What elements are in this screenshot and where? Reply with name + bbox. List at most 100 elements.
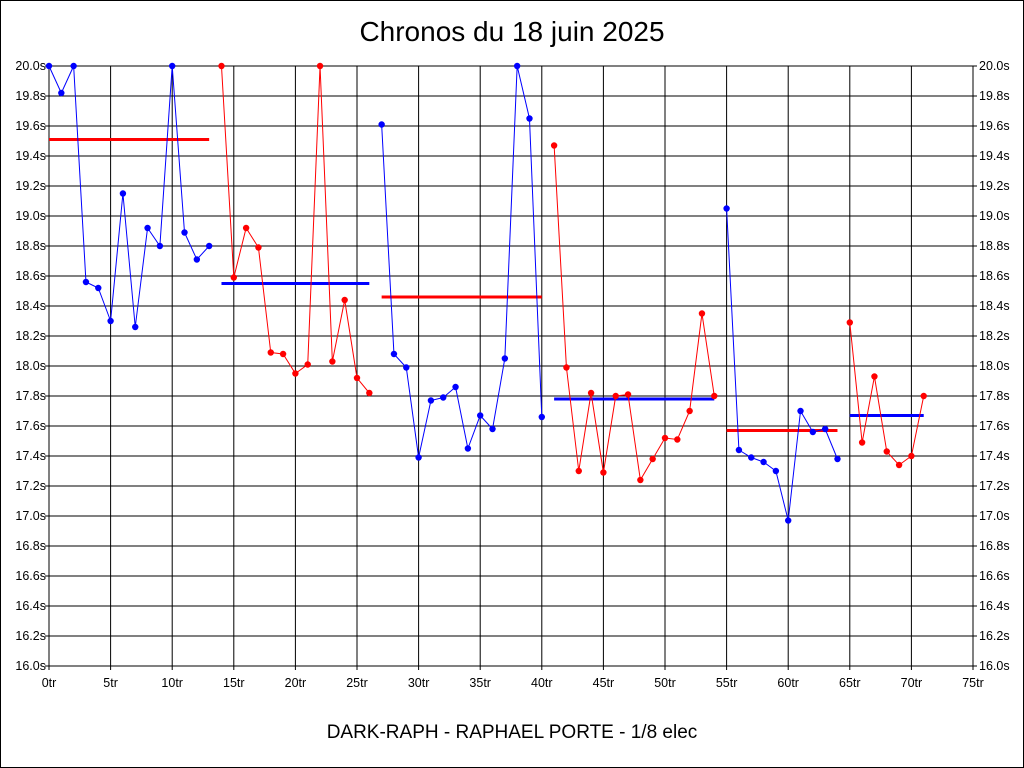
y-tick-label-right: 19.2s bbox=[979, 179, 1010, 193]
data-point bbox=[871, 373, 878, 380]
data-point bbox=[82, 278, 90, 286]
data-point bbox=[797, 407, 804, 415]
x-tick-label: 0tr bbox=[42, 676, 57, 690]
data-point bbox=[772, 467, 780, 475]
y-tick-label-right: 16.0s bbox=[979, 659, 1010, 673]
average-lines bbox=[49, 138, 924, 432]
y-tick-label-left: 17.2s bbox=[15, 479, 46, 493]
data-point bbox=[735, 446, 743, 454]
data-point bbox=[858, 439, 866, 446]
data-point bbox=[883, 448, 890, 455]
data-point bbox=[205, 242, 213, 250]
data-point bbox=[686, 407, 693, 415]
data-point bbox=[452, 383, 459, 391]
data-point bbox=[58, 89, 65, 97]
data-point bbox=[230, 274, 237, 281]
y-tick-label-right: 18.0s bbox=[979, 359, 1010, 373]
y-tick-label-left: 19.8s bbox=[15, 89, 46, 103]
plot-border bbox=[48, 65, 974, 667]
data-point bbox=[563, 364, 570, 371]
data-point bbox=[637, 476, 644, 484]
series-lines bbox=[48, 65, 925, 521]
y-tick-label-right: 16.6s bbox=[979, 569, 1010, 583]
data-point bbox=[834, 455, 841, 463]
data-point bbox=[193, 256, 201, 263]
x-tick-label: 30tr bbox=[408, 676, 430, 690]
data-point bbox=[489, 425, 496, 433]
data-point bbox=[809, 428, 817, 436]
x-tick-label: 25tr bbox=[346, 676, 368, 690]
x-tick-label: 10tr bbox=[161, 676, 183, 690]
data-point bbox=[723, 205, 730, 212]
y-tick-label-left: 17.6s bbox=[15, 419, 46, 433]
y-tick-label-right: 18.6s bbox=[979, 269, 1010, 283]
y-tick-label-left: 18.4s bbox=[15, 299, 46, 313]
series-points bbox=[45, 62, 927, 524]
data-point bbox=[550, 142, 558, 149]
x-tick-label: 60tr bbox=[777, 676, 799, 690]
data-point bbox=[316, 62, 324, 70]
y-tick-label-right: 19.8s bbox=[979, 89, 1010, 103]
data-point bbox=[477, 412, 484, 419]
x-tick-label: 55tr bbox=[716, 676, 738, 690]
y-tick-label-right: 17.2s bbox=[979, 479, 1010, 493]
y-tick-label-right: 19.0s bbox=[979, 209, 1010, 223]
data-point bbox=[661, 434, 669, 442]
y-tick-label-left: 17.8s bbox=[15, 389, 46, 403]
y-tick-label-right: 19.4s bbox=[979, 149, 1010, 163]
y-tick-label-right: 19.6s bbox=[979, 119, 1010, 133]
data-point bbox=[132, 323, 139, 331]
x-tick-label: 75tr bbox=[962, 676, 984, 690]
y-tick-label-right: 16.4s bbox=[979, 599, 1010, 613]
y-tick-label-left: 18.8s bbox=[15, 239, 46, 253]
data-point bbox=[267, 349, 274, 356]
y-tick-label-left: 16.2s bbox=[15, 629, 46, 643]
data-point bbox=[304, 361, 311, 368]
y-tick-label-left: 18.6s bbox=[15, 269, 46, 283]
y-tick-label-left: 20.0s bbox=[15, 59, 46, 73]
data-point bbox=[119, 190, 127, 197]
data-point bbox=[415, 454, 422, 461]
data-point bbox=[378, 121, 385, 128]
data-point bbox=[895, 461, 903, 469]
y-tick-label-right: 16.8s bbox=[979, 539, 1010, 553]
data-point bbox=[403, 364, 410, 371]
data-point bbox=[242, 224, 250, 232]
chart-subtitle: DARK-RAPH - RAPHAEL PORTE - 1/8 elec bbox=[326, 722, 698, 743]
data-point bbox=[846, 319, 853, 326]
y-tick-label-left: 18.0s bbox=[15, 359, 46, 373]
data-point bbox=[440, 394, 447, 401]
x-tick-label: 40tr bbox=[531, 676, 553, 690]
data-point bbox=[390, 350, 398, 358]
data-point bbox=[427, 397, 435, 404]
x-tick-label: 20tr bbox=[285, 676, 307, 690]
data-point bbox=[292, 370, 299, 377]
y-tick-label-left: 19.2s bbox=[15, 179, 46, 193]
x-tick-label: 5tr bbox=[103, 676, 118, 690]
data-point bbox=[107, 317, 114, 325]
y-tick-label-right: 16.2s bbox=[979, 629, 1010, 643]
chart-title: Chronos du 18 juin 2025 bbox=[359, 16, 665, 47]
x-tick-label: 45tr bbox=[593, 676, 615, 690]
data-point bbox=[341, 296, 348, 304]
data-point bbox=[760, 458, 767, 466]
series-line bbox=[726, 208, 838, 521]
data-point bbox=[464, 445, 472, 452]
data-point bbox=[908, 452, 915, 460]
x-tick-label: 70tr bbox=[901, 676, 923, 690]
data-point bbox=[711, 392, 718, 400]
data-point bbox=[600, 469, 607, 476]
y-tick-label-right: 17.6s bbox=[979, 419, 1010, 433]
x-tick-label: 50tr bbox=[654, 676, 676, 690]
series-line bbox=[381, 65, 543, 458]
data-point bbox=[624, 391, 632, 398]
data-point bbox=[649, 455, 656, 463]
y-tick-label-left: 17.0s bbox=[15, 509, 46, 523]
y-tick-label-right: 17.8s bbox=[979, 389, 1010, 403]
y-tick-label-right: 18.2s bbox=[979, 329, 1010, 343]
x-tick-label: 65tr bbox=[839, 676, 861, 690]
series-line bbox=[553, 145, 715, 482]
y-tick-label-right: 17.4s bbox=[979, 449, 1010, 463]
data-point bbox=[255, 244, 262, 251]
